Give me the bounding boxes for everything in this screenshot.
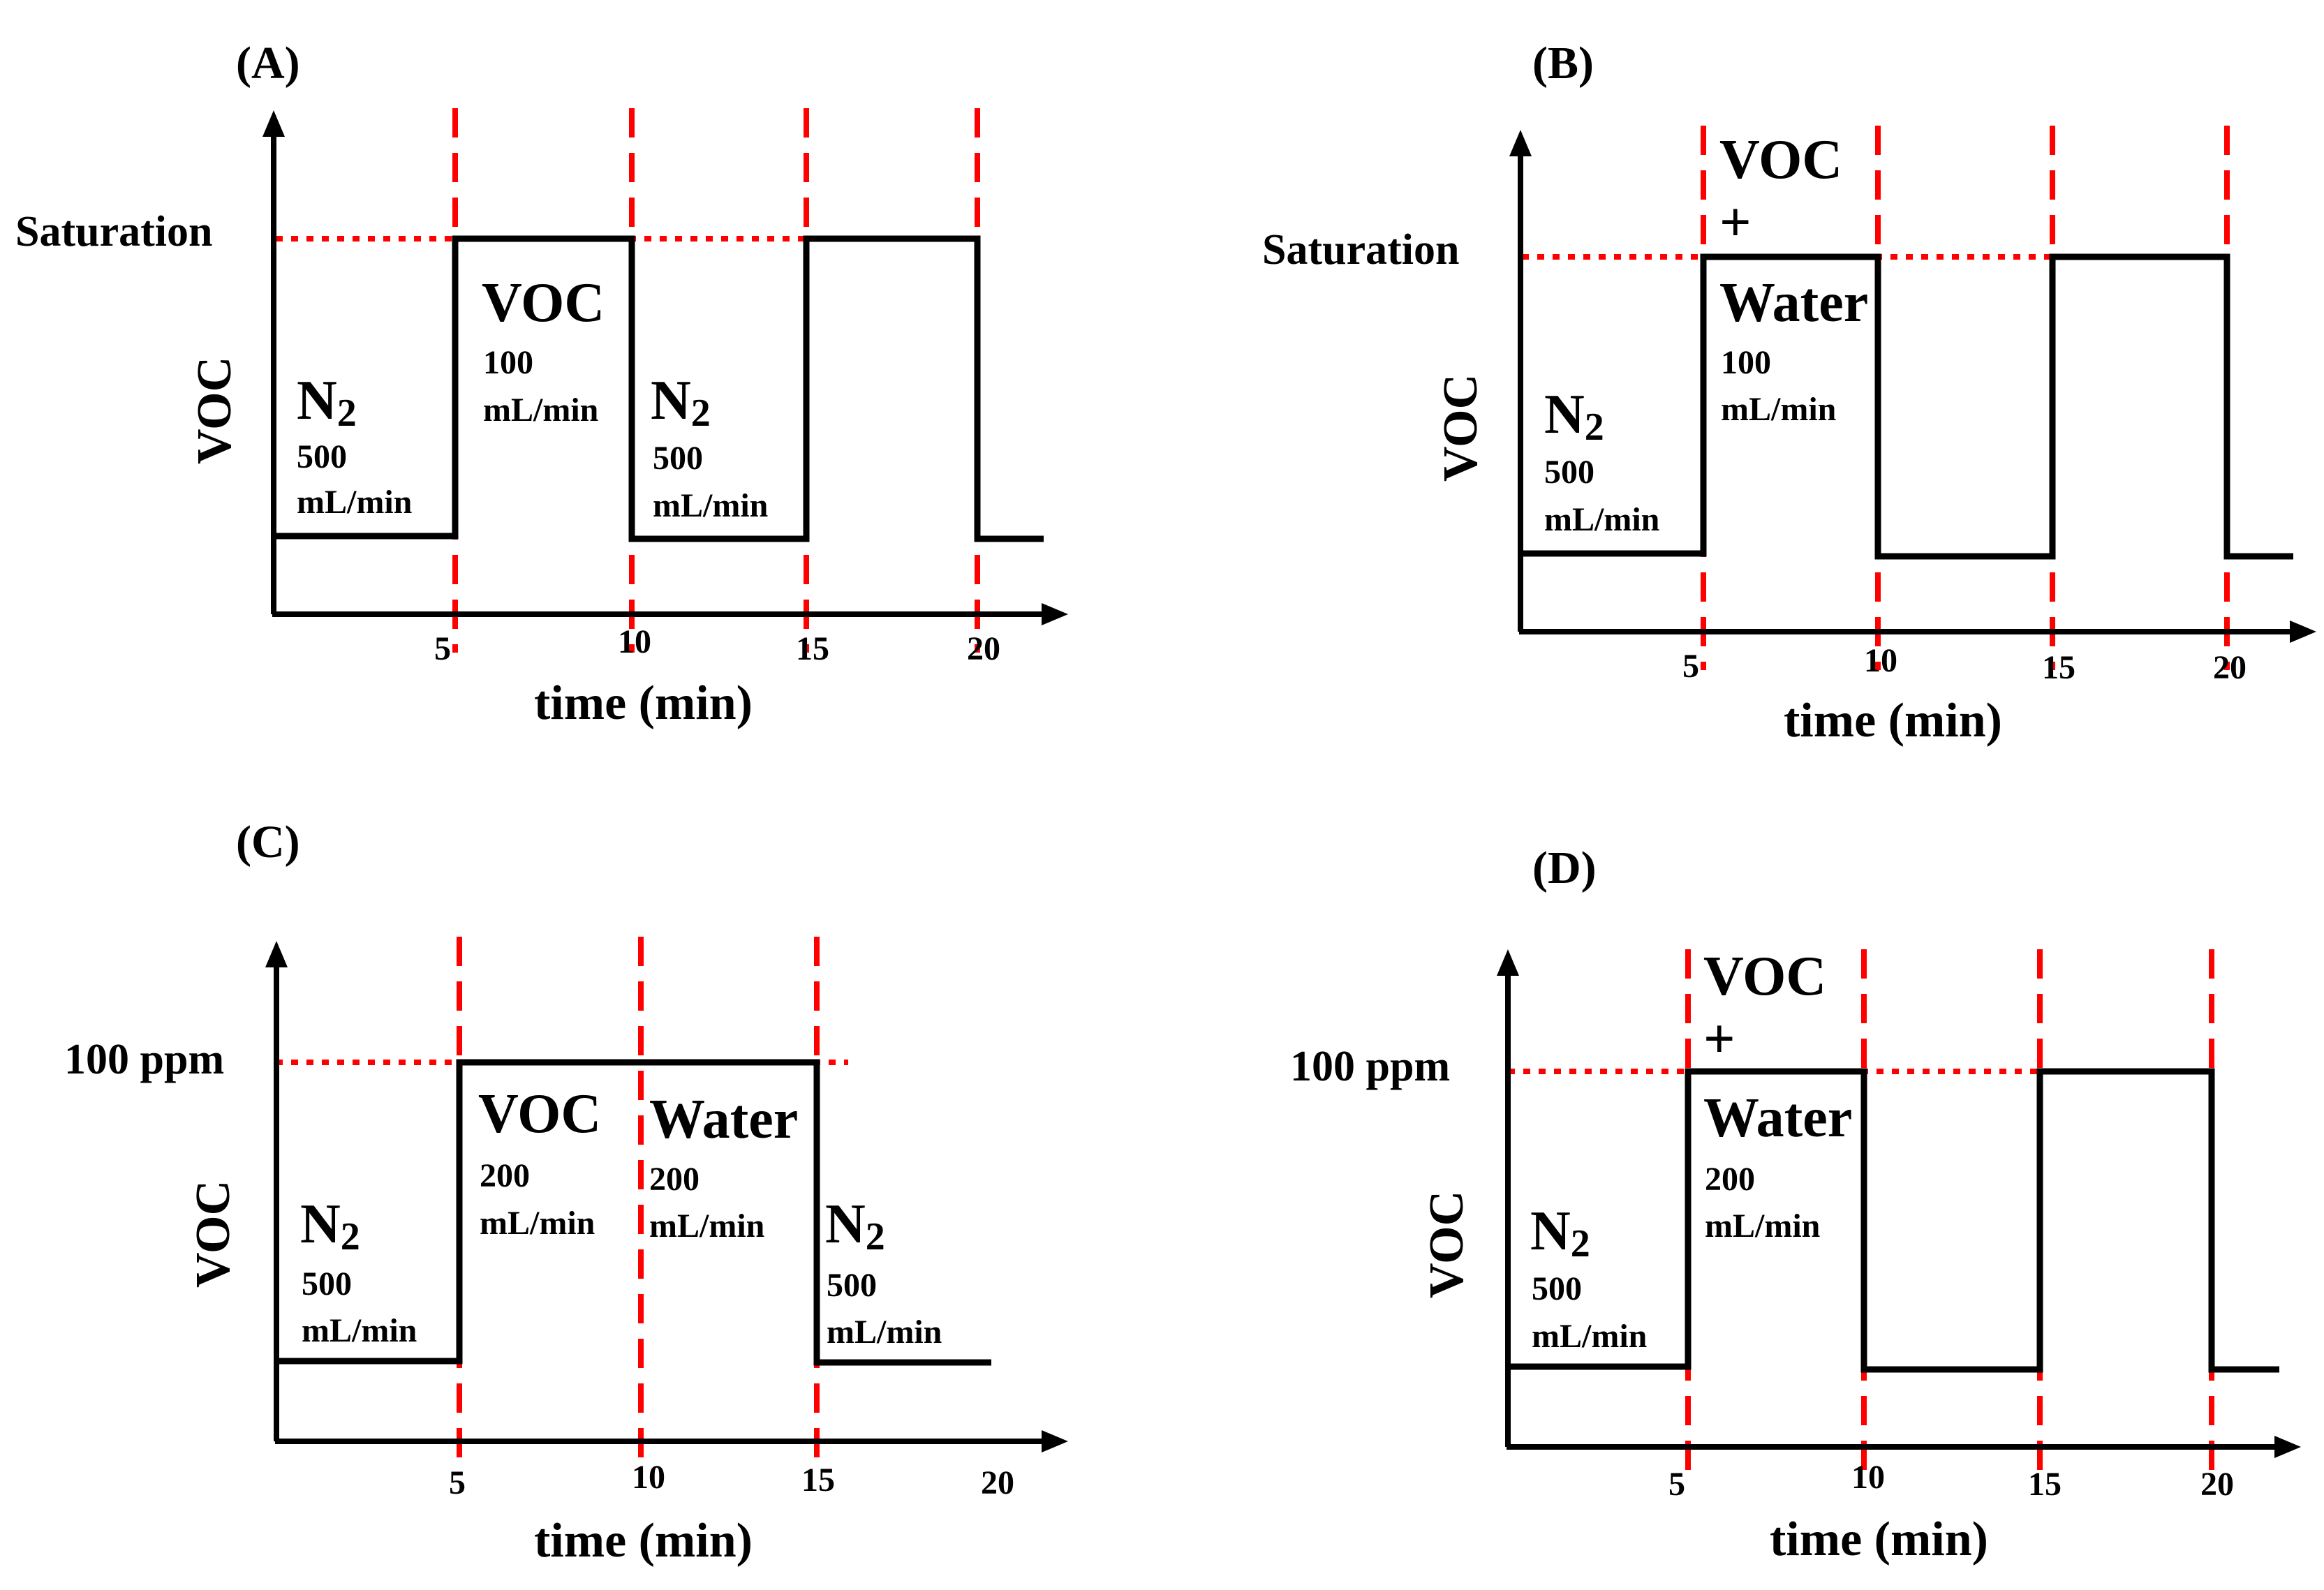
panel-a-tick-20: 20: [967, 630, 1000, 667]
panel-a-label: (A): [236, 38, 300, 89]
panel-a-trace: [276, 235, 1044, 542]
panel-b-seg2-rate: 100: [1721, 344, 1771, 381]
panel-b-level-label: Saturation: [1262, 226, 1459, 274]
panel-b-label: (B): [1532, 38, 1594, 89]
panel-c-seg4-rate: 500: [827, 1267, 877, 1304]
panel-a-seg2-gas: VOC: [482, 272, 605, 334]
panel-c-level-label: 100 ppm: [64, 1036, 224, 1083]
panel-c-seg2-unit: mL/min: [480, 1205, 595, 1242]
panel-c-trace: [278, 1059, 991, 1366]
panel-c-tick-5: 5: [449, 1464, 466, 1501]
panel-a-seg1-rate: 500: [297, 438, 347, 475]
panel-c-x-arrow-icon: [1042, 1430, 1068, 1452]
panel-c-y-label: VOC: [186, 1180, 240, 1288]
panel-b-seg1-unit: mL/min: [1544, 501, 1659, 538]
panel-c-tick-10: 10: [632, 1459, 665, 1496]
panel-c-seg2-gas: VOC: [478, 1083, 601, 1145]
panel-d-label: (D): [1532, 842, 1597, 893]
panel-d-y-arrow-icon: [1497, 949, 1519, 976]
panel-d-seg2-unit: mL/min: [1705, 1208, 1820, 1244]
panel-c-seg1-unit: mL/min: [302, 1312, 417, 1349]
panel-c-tick-15: 15: [801, 1462, 835, 1499]
panel-b-y-label: VOC: [1434, 374, 1488, 482]
panel-a-x-label: time (min): [534, 676, 753, 730]
panel-d: (D) 100 ppm 5 10 15 20 time (min) VOC N2…: [1290, 842, 2301, 1566]
panel-c: (C) 100 ppm 5 10 15 20 time (min) VOC N2…: [64, 817, 1068, 1568]
panel-b-x-arrow-icon: [2290, 621, 2316, 643]
panel-c-seg1-gas: N2: [300, 1194, 360, 1258]
panel-c-tick-20: 20: [981, 1464, 1014, 1501]
panel-a-y-label: VOC: [188, 357, 242, 464]
panel-a-tick-15: 15: [796, 630, 829, 667]
panel-d-seg1-rate: 500: [1532, 1270, 1582, 1307]
panel-c-seg2-rate: 200: [480, 1157, 530, 1194]
panel-b-seg2-gas-line1: VOC: [1719, 129, 1842, 191]
panel-a-tick-10: 10: [618, 623, 651, 660]
panel-a-level-label: Saturation: [15, 208, 212, 255]
panel-d-trace: [1509, 1068, 2279, 1373]
panel-d-tick-15: 15: [2028, 1466, 2062, 1503]
panel-c-seg3-rate: 200: [649, 1161, 700, 1198]
panel-d-level-label: 100 ppm: [1290, 1043, 1450, 1090]
panel-b-tick-10: 10: [1864, 642, 1897, 679]
panel-a-seg3-rate: 500: [653, 440, 703, 477]
panel-d-tick-20: 20: [2200, 1466, 2234, 1503]
panel-a-x-arrow-icon: [1042, 603, 1068, 625]
panel-a-seg2-unit: mL/min: [483, 392, 598, 429]
panel-d-seg2-gas-line1: VOC: [1703, 946, 1826, 1007]
panel-a-seg3-unit: mL/min: [653, 487, 768, 524]
panel-a-y-arrow-icon: [262, 110, 285, 137]
panel-b-trace: [1522, 253, 2293, 560]
panel-a-tick-5: 5: [434, 630, 451, 667]
panel-d-seg2-gas-line3: Water: [1703, 1087, 1852, 1149]
panel-c-seg1-rate: 500: [302, 1265, 352, 1302]
panel-c-seg3-gas: Water: [649, 1089, 798, 1150]
panel-b-tick-20: 20: [2213, 649, 2247, 686]
panel-c-seg3-unit: mL/min: [649, 1208, 764, 1244]
panel-a-seg3-gas: N2: [651, 370, 711, 435]
panel-d-seg2-gas-line2: +: [1703, 1009, 1735, 1070]
panel-c-seg4-unit: mL/min: [827, 1314, 942, 1351]
panel-b-x-label: time (min): [1784, 694, 2002, 748]
panel-c-label: (C): [236, 817, 300, 868]
panel-b-y-arrow-icon: [1509, 130, 1532, 156]
panel-b-seg2-unit: mL/min: [1721, 391, 1836, 428]
panel-d-tick-10: 10: [1851, 1459, 1885, 1496]
panel-b-seg1-rate: 500: [1544, 454, 1594, 491]
panel-d-y-label: VOC: [1420, 1191, 1474, 1298]
panel-a-seg1-unit: mL/min: [297, 484, 412, 521]
panel-b-seg2-gas-line2: +: [1719, 192, 1752, 253]
panel-d-x-label: time (min): [1770, 1513, 1988, 1566]
panel-b-tick-5: 5: [1682, 648, 1699, 685]
panel-b-seg1-gas: N2: [1544, 384, 1604, 449]
panel-b-tick-15: 15: [2042, 649, 2075, 686]
panel-d-x-arrow-icon: [2274, 1436, 2301, 1458]
panel-d-seg1-gas: N2: [1530, 1201, 1590, 1265]
panel-c-y-arrow-icon: [265, 941, 288, 967]
panel-d-tick-5: 5: [1668, 1466, 1685, 1503]
panel-a: (A) Saturation 5 10 15 20 time (min) VOC…: [15, 38, 1068, 730]
panel-d-seg1-unit: mL/min: [1532, 1318, 1647, 1355]
panel-c-x-label: time (min): [534, 1514, 753, 1568]
panel-a-seg2-rate: 100: [483, 344, 533, 381]
panel-c-seg4-gas: N2: [825, 1194, 885, 1258]
panel-a-seg1-gas: N2: [297, 370, 357, 435]
panel-b: (B) Saturation 5 10 15 20 time (min) VOC…: [1262, 38, 2316, 748]
panel-d-seg2-rate: 200: [1705, 1161, 1755, 1198]
panel-b-seg2-gas-line3: Water: [1719, 272, 1868, 334]
